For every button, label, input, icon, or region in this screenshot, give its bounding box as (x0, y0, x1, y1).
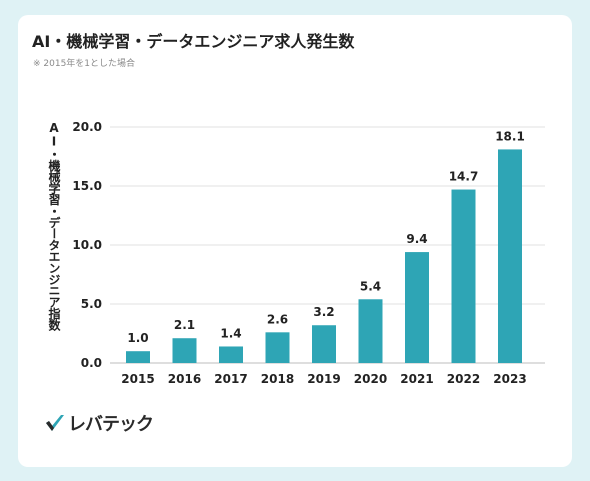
data-label: 2.6 (267, 312, 288, 326)
x-tick-label: 2021 (400, 372, 433, 386)
bar (358, 299, 383, 363)
bar (498, 149, 522, 363)
x-tick-label: 2019 (307, 372, 340, 386)
y-tick-label: 5.0 (81, 297, 102, 311)
data-label: 2.1 (174, 318, 195, 332)
x-tick-label: 2020 (354, 372, 387, 386)
bar (172, 338, 197, 363)
bar (451, 189, 476, 363)
x-tick-label: 2023 (493, 372, 526, 386)
data-label: 1.4 (220, 326, 241, 340)
y-tick-label: 10.0 (72, 238, 102, 252)
data-label: 3.2 (313, 305, 334, 319)
bar (312, 325, 336, 363)
checkmark-logo-icon (46, 415, 64, 431)
data-label: 9.4 (406, 232, 427, 246)
x-tick-label: 2017 (214, 372, 247, 386)
data-label: 14.7 (449, 170, 479, 184)
bar (126, 351, 150, 363)
brand-logo: レバテック (44, 408, 154, 438)
bar (405, 252, 429, 363)
y-axis-label: AI・機械学習・データエンジニア指数 (47, 121, 61, 331)
data-label: 5.4 (360, 279, 381, 293)
y-tick-label: 20.0 (72, 120, 102, 134)
chart-card (18, 15, 572, 467)
y-tick-label: 15.0 (72, 179, 102, 193)
x-tick-label: 2016 (168, 372, 201, 386)
data-label: 18.1 (495, 129, 525, 143)
bar (265, 332, 290, 363)
chart-title: AI・機械学習・データエンジニア求人発生数 (32, 32, 355, 51)
brand-name: レバテック (68, 414, 154, 435)
y-tick-label: 0.0 (81, 356, 102, 370)
x-tick-label: 2015 (121, 372, 154, 386)
data-label: 1.0 (127, 331, 148, 345)
chart-subtitle: ※ 2015年を1とした場合 (33, 59, 136, 69)
bar (219, 346, 243, 363)
x-tick-label: 2022 (447, 372, 480, 386)
x-tick-label: 2018 (261, 372, 294, 386)
